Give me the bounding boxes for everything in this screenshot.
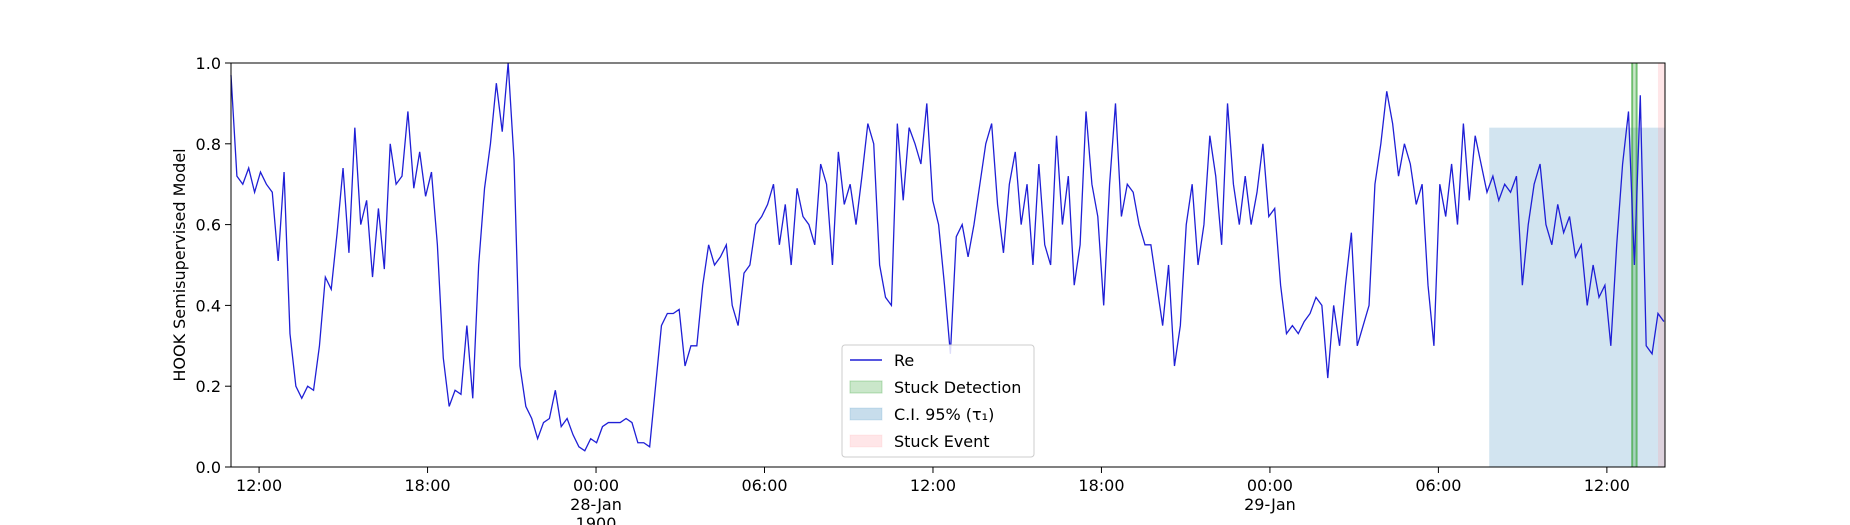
x-tick-label: 18:00 <box>404 476 450 495</box>
legend-label: C.I. 95% (τ₁) <box>894 405 994 424</box>
x-tick-label: 12:00 <box>236 476 282 495</box>
x-tick-label: 06:00 <box>1415 476 1461 495</box>
x-tick-label: 12:00 <box>910 476 956 495</box>
legend-box <box>841 344 1035 458</box>
legend-swatch <box>849 407 883 421</box>
y-tick-label: 0.2 <box>196 377 221 396</box>
x-tick-label: 00:00 28-Jan 1900 <box>570 476 622 525</box>
y-tick-label: 1.0 <box>196 54 221 73</box>
y-tick-label: 0.6 <box>196 216 221 235</box>
y-tick-label: 0.0 <box>196 458 221 477</box>
legend: Re Stuck Detection C.I. 95% (τ₁) Stuck Even… <box>841 344 1035 458</box>
legend-swatch <box>849 380 883 394</box>
series-line <box>230 62 1665 452</box>
x-tick-label: 06:00 <box>741 476 787 495</box>
span <box>1657 63 1665 467</box>
x-tick-label: 00:00 29-Jan <box>1244 476 1296 514</box>
y-tick-label: 0.8 <box>196 135 221 154</box>
y-tick-label: 0.4 <box>196 296 221 315</box>
y-axis-label: HOOK Semisupervised Model <box>170 148 189 381</box>
legend-label: Re <box>894 351 914 370</box>
plot-frame <box>230 62 1666 468</box>
legend-swatch <box>849 434 883 448</box>
x-tick-label: 18:00 <box>1078 476 1124 495</box>
x-tick-label: 12:00 <box>1584 476 1630 495</box>
legend-label: Stuck Event <box>894 432 990 451</box>
legend-label: Stuck Detection <box>894 378 1021 397</box>
